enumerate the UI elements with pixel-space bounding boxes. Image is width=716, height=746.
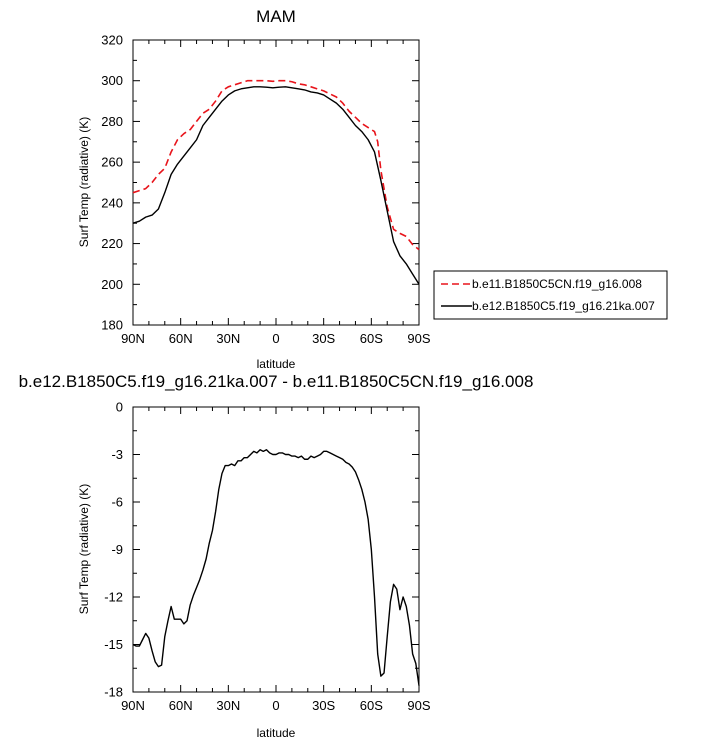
y-tick-label: 300 xyxy=(101,73,123,88)
top-y-axis-label: Surf Temp (radiative) (K) xyxy=(77,117,91,247)
y-tick-label: 180 xyxy=(101,318,123,333)
x-tick-label: 30N xyxy=(216,698,240,713)
top-chart-title: MAM xyxy=(256,7,296,26)
legend-entry-21ka: b.e12.B1850C5.f19_g16.21ka.007 xyxy=(472,299,655,313)
bottom-chart-title: b.e12.B1850C5.f19_g16.21ka.007 - b.e11.B… xyxy=(19,372,534,391)
legend-entry-control: b.e11.B1850C5CN.f19_g16.008 xyxy=(472,277,642,291)
bottom-y-axis-label: Surf Temp (radiative) (K) xyxy=(77,484,91,614)
y-tick-label: 200 xyxy=(101,277,123,292)
x-tick-label: 60S xyxy=(360,331,383,346)
x-tick-label: 30S xyxy=(312,698,335,713)
x-tick-label: 90N xyxy=(121,331,145,346)
y-tick-label: -12 xyxy=(104,590,123,605)
bottom-plot-frame xyxy=(132,406,420,693)
y-tick-label: 280 xyxy=(101,114,123,129)
y-tick-label: -6 xyxy=(111,495,123,510)
x-tick-label: 60N xyxy=(169,698,193,713)
series-line-0-0 xyxy=(132,79,420,251)
y-tick-label: 320 xyxy=(101,33,123,48)
legend: b.e11.B1850C5CN.f19_g16.008 b.e12.B1850C… xyxy=(433,270,668,320)
x-tick-label: 0 xyxy=(272,331,279,346)
y-tick-label: -3 xyxy=(111,447,123,462)
y-tick-label: 0 xyxy=(116,400,123,415)
x-tick-label: 60S xyxy=(360,698,383,713)
top-plot-frame xyxy=(132,39,420,326)
top-x-axis-label: latitude xyxy=(257,357,296,371)
series-line-0-1 xyxy=(132,86,420,285)
top-chart-panel: MAM 90N 60N 30N 0 30S 60S 90S 180 200 220 240 260 28… xyxy=(77,7,431,371)
x-tick-label: 90N xyxy=(121,698,145,713)
y-tick-label: 220 xyxy=(101,236,123,251)
x-tick-label: 90S xyxy=(407,698,430,713)
y-tick-label: -15 xyxy=(104,637,123,652)
y-tick-label: -9 xyxy=(111,542,123,557)
bottom-x-axis-label: latitude xyxy=(257,726,296,740)
x-tick-label: 60N xyxy=(169,331,193,346)
legend-box xyxy=(433,270,668,320)
series-line-1-0 xyxy=(132,449,420,686)
x-tick-label: 90S xyxy=(407,331,430,346)
y-tick-label: 240 xyxy=(101,195,123,210)
y-tick-label: -18 xyxy=(104,685,123,700)
x-tick-label: 30N xyxy=(216,331,240,346)
x-tick-label: 0 xyxy=(272,698,279,713)
x-tick-label: 30S xyxy=(312,331,335,346)
y-tick-label: 260 xyxy=(101,155,123,170)
bottom-chart-panel: b.e12.B1850C5.f19_g16.21ka.007 - b.e11.B… xyxy=(19,372,534,740)
